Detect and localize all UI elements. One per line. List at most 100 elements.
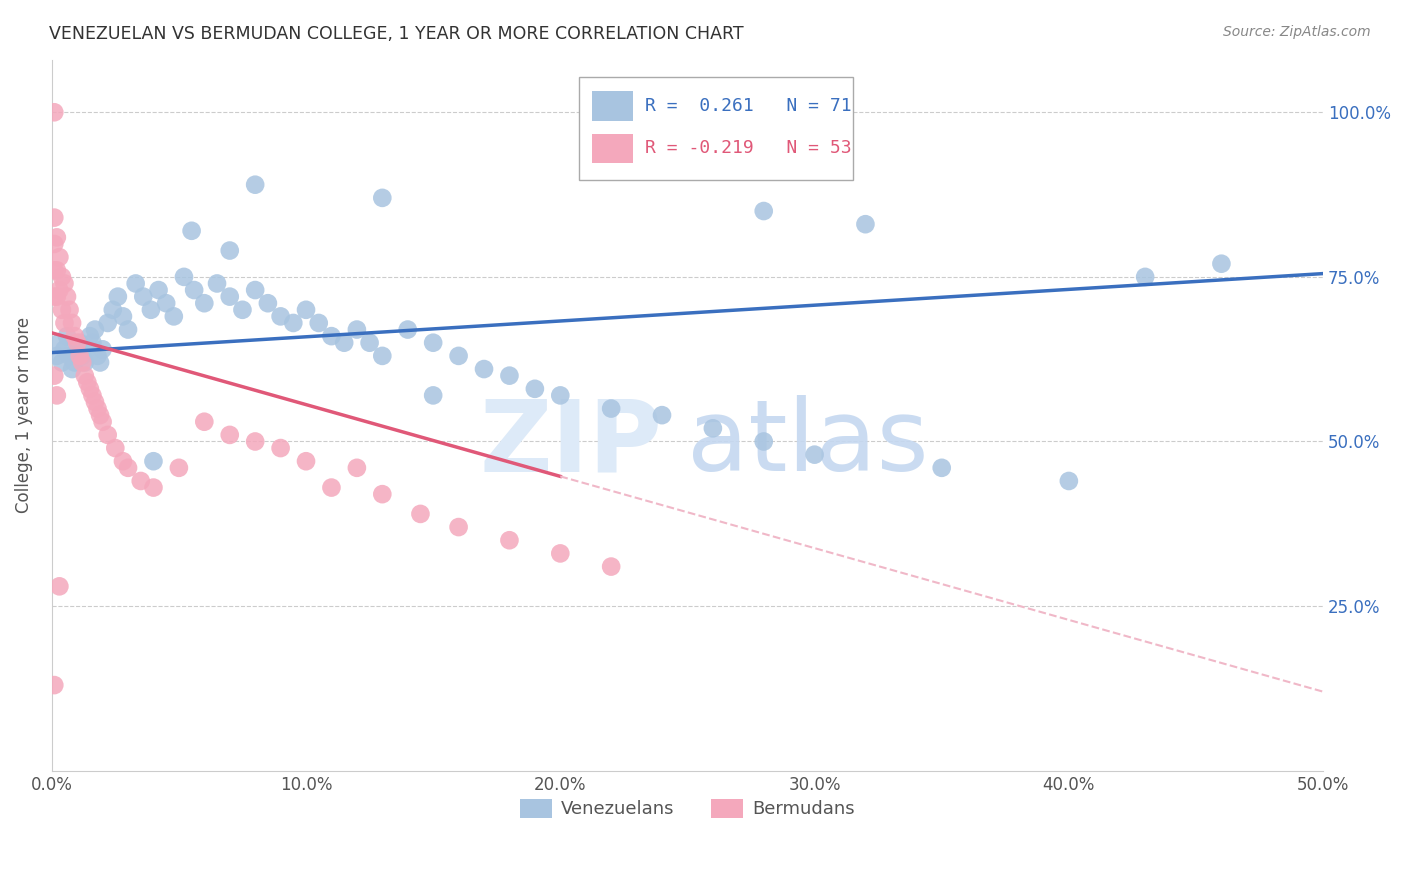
Point: [44, 211, 66, 225]
Point: [60, 316, 83, 330]
Point: [104, 441, 127, 455]
Point: [53, 316, 76, 330]
Point: [82, 388, 104, 402]
Point: [91, 343, 114, 357]
Point: [107, 290, 129, 304]
Point: [111, 310, 134, 324]
Text: atlas: atlas: [688, 395, 929, 492]
Point: [218, 244, 240, 258]
Point: [84, 322, 107, 336]
Point: [51, 355, 73, 369]
Point: [498, 533, 520, 548]
Point: [333, 335, 356, 350]
Point: [295, 302, 318, 317]
Point: [371, 191, 394, 205]
Point: [651, 408, 673, 422]
Point: [702, 421, 724, 435]
Point: [124, 277, 146, 291]
Point: [243, 178, 266, 192]
Point: [180, 224, 202, 238]
Point: [63, 329, 86, 343]
Point: [72, 349, 94, 363]
Point: [58, 349, 80, 363]
Point: [79, 382, 101, 396]
Point: [498, 368, 520, 383]
Point: [86, 349, 108, 363]
Point: [45, 349, 67, 363]
Point: [139, 302, 162, 317]
Point: [346, 460, 368, 475]
Text: R =  0.261   N = 71: R = 0.261 N = 71: [645, 97, 852, 115]
Point: [45, 388, 67, 402]
Point: [73, 355, 96, 369]
Point: [308, 316, 330, 330]
Point: [600, 401, 623, 416]
Point: [84, 395, 107, 409]
Point: [117, 322, 139, 336]
Point: [231, 302, 253, 317]
Point: [89, 355, 111, 369]
Point: [270, 441, 292, 455]
FancyBboxPatch shape: [579, 78, 852, 180]
Point: [117, 460, 139, 475]
Point: [523, 382, 546, 396]
Point: [97, 316, 120, 330]
Point: [48, 250, 70, 264]
Text: Source: ZipAtlas.com: Source: ZipAtlas.com: [1223, 25, 1371, 39]
Point: [66, 335, 89, 350]
Point: [243, 283, 266, 297]
Text: ZIP: ZIP: [479, 395, 662, 492]
Point: [346, 322, 368, 336]
Point: [371, 487, 394, 501]
Point: [183, 283, 205, 297]
Point: [45, 290, 67, 304]
Point: [44, 105, 66, 120]
Point: [76, 376, 98, 390]
Point: [359, 335, 381, 350]
FancyBboxPatch shape: [592, 91, 633, 120]
Point: [931, 460, 953, 475]
Point: [44, 290, 66, 304]
Point: [295, 454, 318, 468]
Point: [243, 434, 266, 449]
Point: [422, 335, 444, 350]
Point: [45, 230, 67, 244]
Point: [44, 236, 66, 251]
Point: [550, 546, 572, 560]
Point: [409, 507, 432, 521]
Point: [132, 290, 155, 304]
Y-axis label: College, 1 year or more: College, 1 year or more: [15, 317, 32, 513]
Point: [51, 302, 73, 317]
Point: [142, 481, 165, 495]
Point: [148, 283, 170, 297]
Point: [550, 388, 572, 402]
Point: [69, 349, 91, 363]
Point: [447, 349, 470, 363]
Point: [72, 355, 94, 369]
Point: [56, 329, 79, 343]
Point: [44, 368, 66, 383]
Point: [752, 204, 775, 219]
Point: [142, 454, 165, 468]
Point: [48, 579, 70, 593]
Point: [129, 474, 152, 488]
Point: [193, 415, 215, 429]
Point: [472, 362, 495, 376]
Point: [855, 217, 877, 231]
Point: [218, 428, 240, 442]
Point: [1211, 257, 1233, 271]
Point: [89, 408, 111, 422]
Point: [48, 283, 70, 297]
Point: [63, 355, 86, 369]
Point: [45, 263, 67, 277]
Point: [600, 559, 623, 574]
Point: [73, 368, 96, 383]
Legend: Venezuelans, Bermudans: Venezuelans, Bermudans: [513, 792, 862, 826]
Point: [101, 302, 124, 317]
Point: [218, 290, 240, 304]
Point: [257, 296, 280, 310]
Point: [155, 296, 177, 310]
Point: [371, 349, 394, 363]
Point: [79, 329, 101, 343]
Point: [205, 277, 228, 291]
